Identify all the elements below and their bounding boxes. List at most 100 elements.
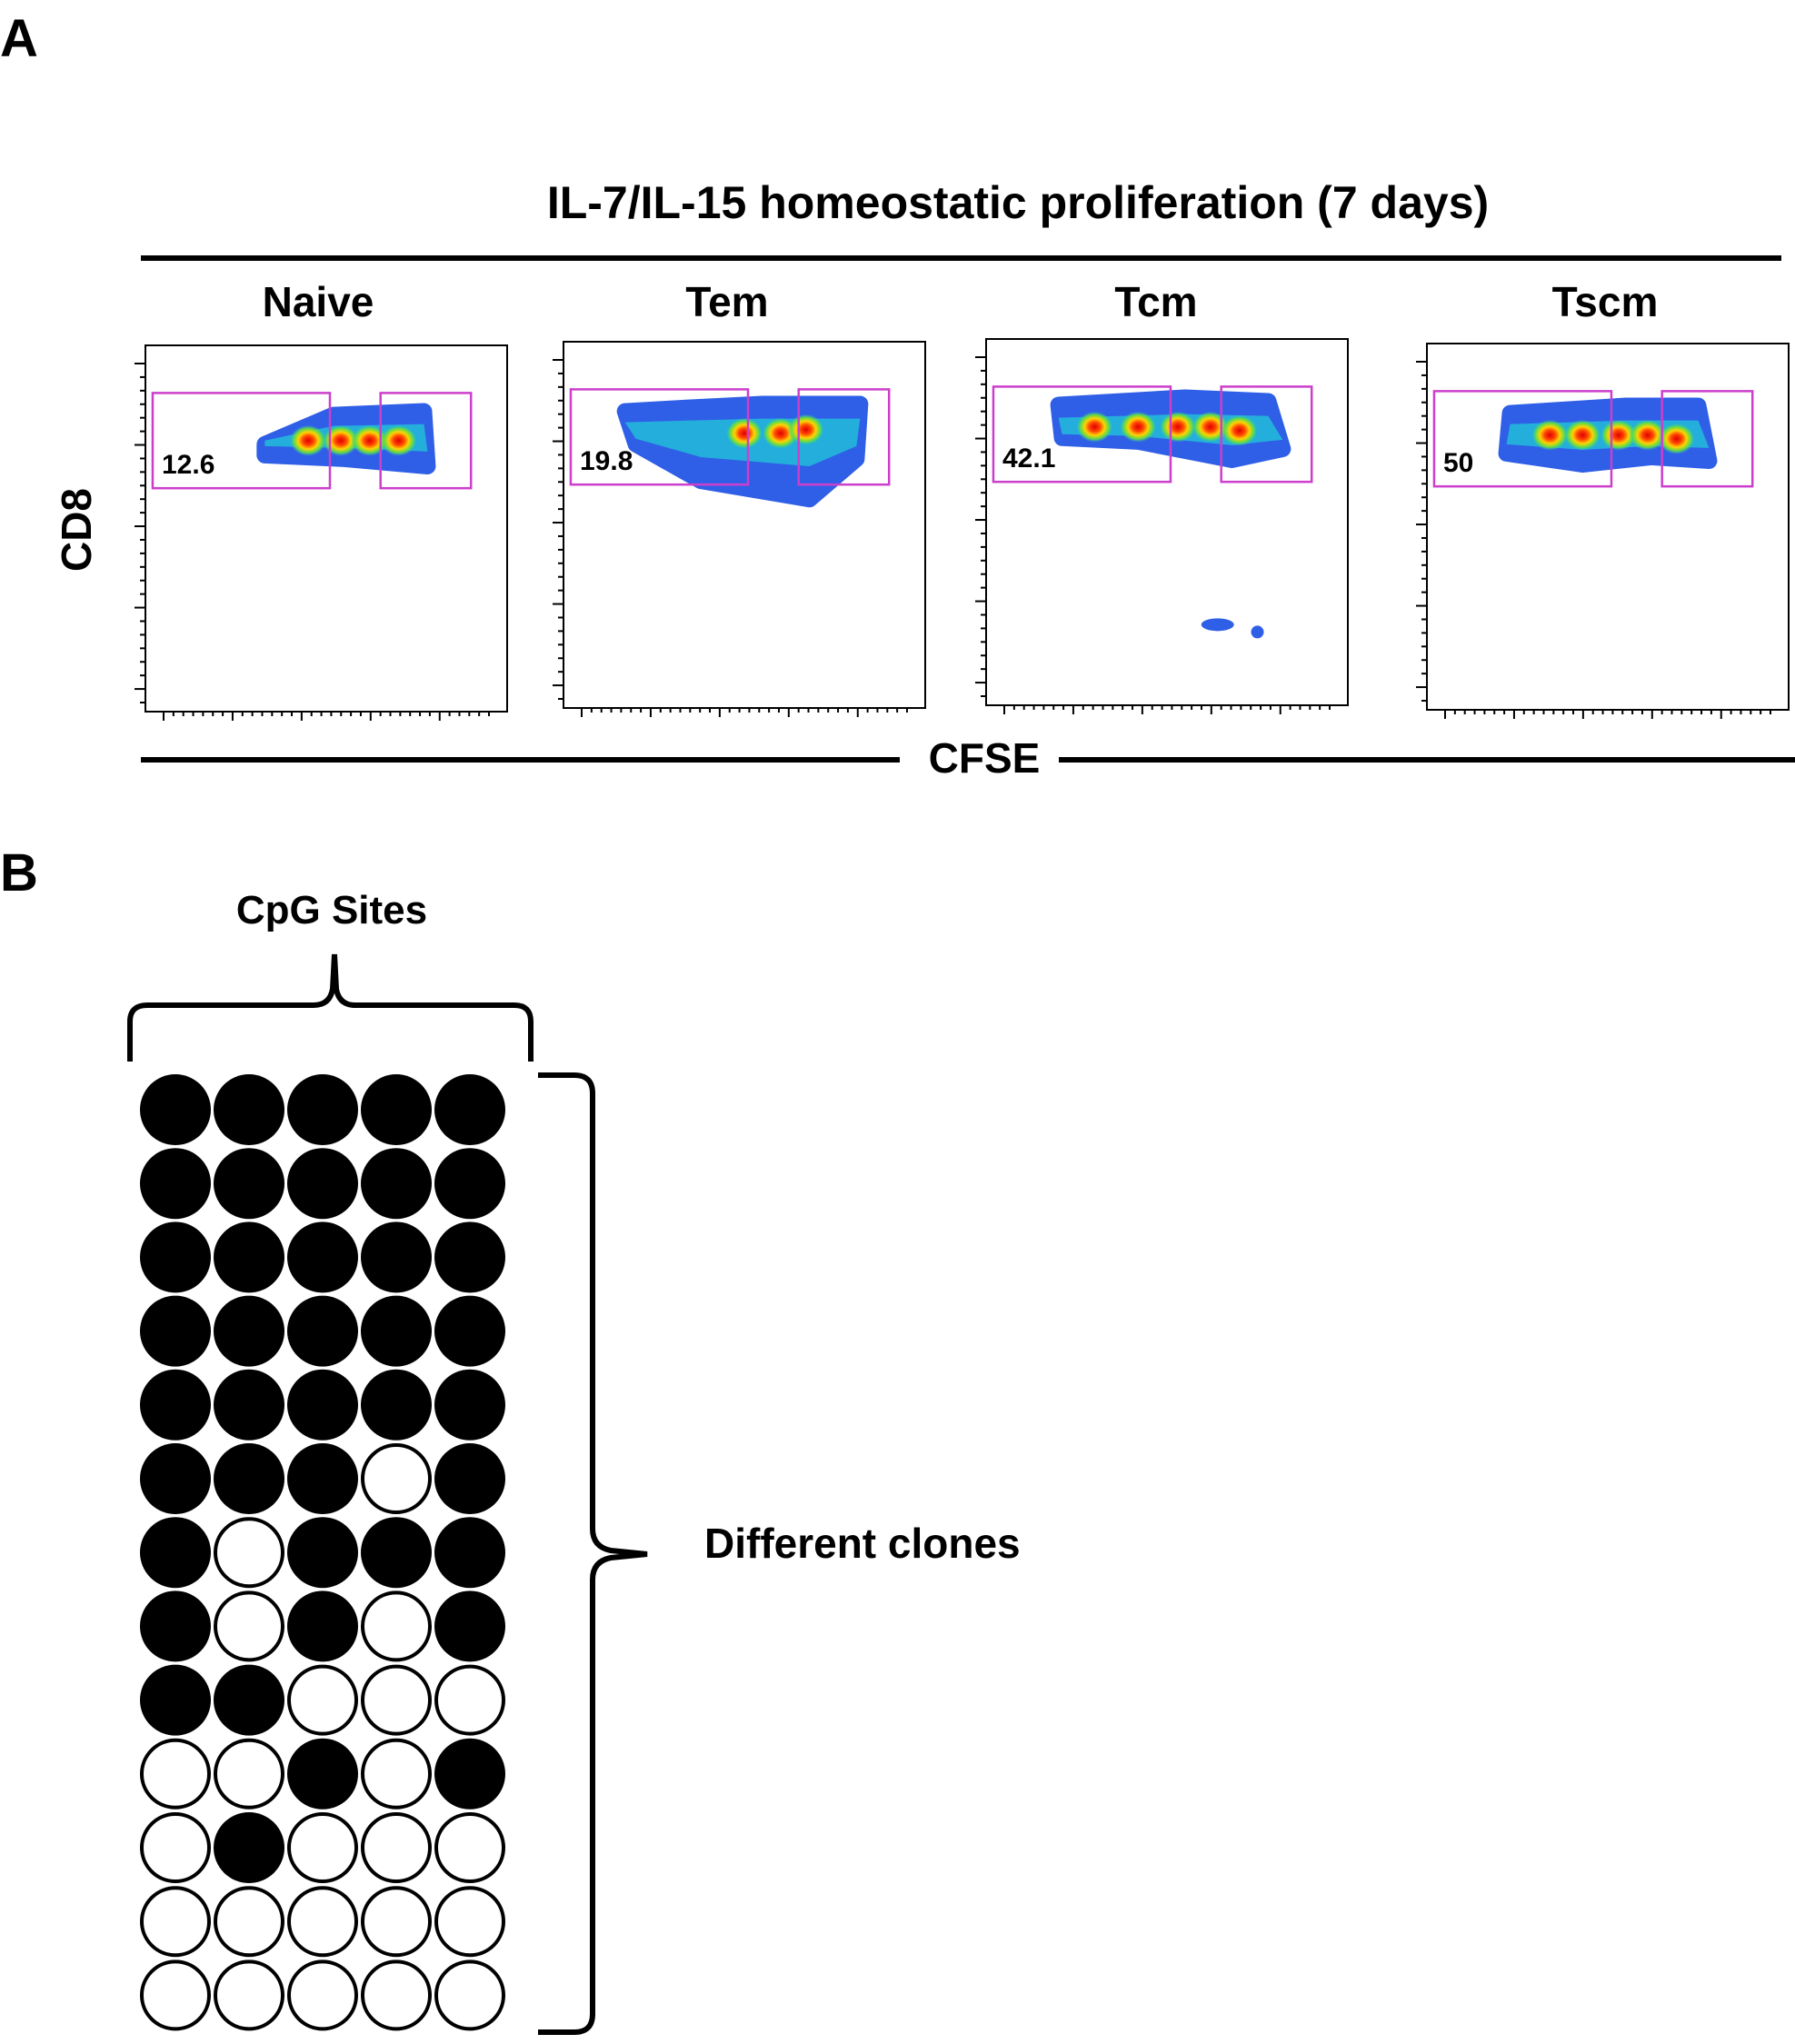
density-peak <box>1600 419 1637 451</box>
cpg-sites-label: CpG Sites <box>236 888 427 932</box>
axis-ticks <box>1416 361 1771 719</box>
density-peak <box>787 414 824 445</box>
methylated-cpg-dot <box>214 1443 284 1514</box>
methylated-cpg-dot <box>287 1590 358 1662</box>
gate-left <box>1432 390 1613 488</box>
plot-title: Naive <box>263 278 374 325</box>
gate-left <box>151 392 332 490</box>
clone-row <box>140 1812 505 1883</box>
gate-right <box>1220 385 1313 484</box>
unmethylated-cpg-dot <box>287 1664 358 1736</box>
methylated-cpg-dot <box>434 1590 505 1662</box>
methylated-cpg-dot <box>361 1517 432 1589</box>
methylated-cpg-dot <box>287 1295 358 1367</box>
density-peak <box>1658 423 1695 454</box>
unmethylated-cpg-dot <box>361 1812 432 1883</box>
methylation-grid <box>140 1074 505 2031</box>
unmethylated-cpg-dot <box>434 1812 505 1883</box>
density-peak <box>1076 411 1113 443</box>
unmethylated-cpg-dot <box>140 1738 211 1810</box>
methylated-cpg-dot <box>214 1295 284 1367</box>
unmethylated-cpg-dot <box>361 1959 432 2031</box>
plot-title: Tem <box>685 278 768 325</box>
unmethylated-cpg-dot <box>287 1886 358 1958</box>
density-peak <box>351 424 388 456</box>
methylated-cpg-dot <box>361 1295 432 1367</box>
clone-row <box>140 1148 505 1220</box>
unmethylated-cpg-dot <box>214 1738 284 1810</box>
top-bracket <box>127 953 534 1062</box>
density-peak <box>322 424 359 456</box>
gate-value: 12.6 <box>162 450 214 480</box>
methylated-cpg-dot <box>434 1148 505 1220</box>
methylated-cpg-dot <box>140 1443 211 1514</box>
methylated-cpg-dot <box>434 1221 505 1293</box>
right-brace <box>538 1072 648 2035</box>
plot-frame <box>145 344 508 713</box>
methylated-cpg-dot <box>214 1664 284 1736</box>
unmethylated-cpg-dot <box>361 1443 432 1514</box>
unmethylated-cpg-dot <box>434 1959 505 2031</box>
clone-row <box>140 1443 505 1514</box>
plot-frame <box>1426 343 1790 711</box>
gate-right <box>379 392 473 490</box>
methylated-cpg-dot <box>214 1148 284 1220</box>
methylated-cpg-dot <box>287 1074 358 1145</box>
clone-row <box>140 1738 505 1810</box>
density-peak <box>380 424 417 456</box>
density-peak <box>726 417 763 449</box>
methylated-cpg-dot <box>140 1074 211 1145</box>
density-peak <box>1564 419 1601 451</box>
density-cloud <box>1251 625 1264 639</box>
unmethylated-cpg-dot <box>214 1959 284 2031</box>
methylated-cpg-dot <box>214 1074 284 1145</box>
flow-plot-naive: Naive 12.6 <box>135 278 508 721</box>
methylated-cpg-dot <box>140 1517 211 1589</box>
axis-ticks <box>975 356 1331 714</box>
unmethylated-cpg-dot <box>361 1886 432 1958</box>
unmethylated-cpg-dot <box>361 1738 432 1810</box>
methylated-cpg-dot <box>434 1369 505 1441</box>
gate-left <box>992 385 1172 484</box>
axis-ticks <box>135 363 490 721</box>
methylated-cpg-dot <box>361 1148 432 1220</box>
plot-title: Tcm <box>1114 278 1197 325</box>
density-peak <box>1221 414 1258 446</box>
flow-plot-tem: Tem 19.8 <box>553 278 926 717</box>
methylated-cpg-dot <box>287 1369 358 1441</box>
methylated-cpg-dot <box>361 1369 432 1441</box>
unmethylated-cpg-dot <box>434 1664 505 1736</box>
density-peak <box>1531 419 1569 451</box>
gate-value: 50 <box>1443 448 1473 478</box>
panel-b-letter: B <box>0 843 38 902</box>
plot-title: Tscm <box>1552 278 1659 325</box>
unmethylated-cpg-dot <box>214 1886 284 1958</box>
methylated-cpg-dot <box>140 1590 211 1662</box>
clone-row <box>140 1369 505 1441</box>
gate-right <box>1660 390 1754 488</box>
flow-plots: Naive 12.6 Tem 19.8 Tcm 42.1 Tscm 50 <box>135 278 1790 721</box>
density-peak <box>1159 411 1196 443</box>
methylated-cpg-dot <box>140 1295 211 1367</box>
methylated-cpg-dot <box>214 1369 284 1441</box>
unmethylated-cpg-dot <box>287 1959 358 2031</box>
clones-label: Different clones <box>704 1520 1021 1567</box>
gate-value: 42.1 <box>1002 444 1055 474</box>
unmethylated-cpg-dot <box>214 1590 284 1662</box>
clone-row <box>140 1517 505 1589</box>
methylated-cpg-dot <box>287 1148 358 1220</box>
clone-row <box>140 1664 505 1736</box>
methylated-cpg-dot <box>214 1812 284 1883</box>
methylated-cpg-dot <box>434 1517 505 1589</box>
flow-plot-tcm: Tcm 42.1 <box>975 278 1349 714</box>
density-peak <box>1192 411 1229 443</box>
methylated-cpg-dot <box>434 1443 505 1514</box>
clone-row <box>140 1221 505 1293</box>
clone-row <box>140 1959 505 2031</box>
density-peak <box>290 424 327 456</box>
y-axis-label: CD8 <box>53 488 100 572</box>
axis-ticks <box>553 359 908 717</box>
unmethylated-cpg-dot <box>287 1812 358 1883</box>
plot-frame <box>563 341 926 709</box>
clone-row <box>140 1074 505 1145</box>
